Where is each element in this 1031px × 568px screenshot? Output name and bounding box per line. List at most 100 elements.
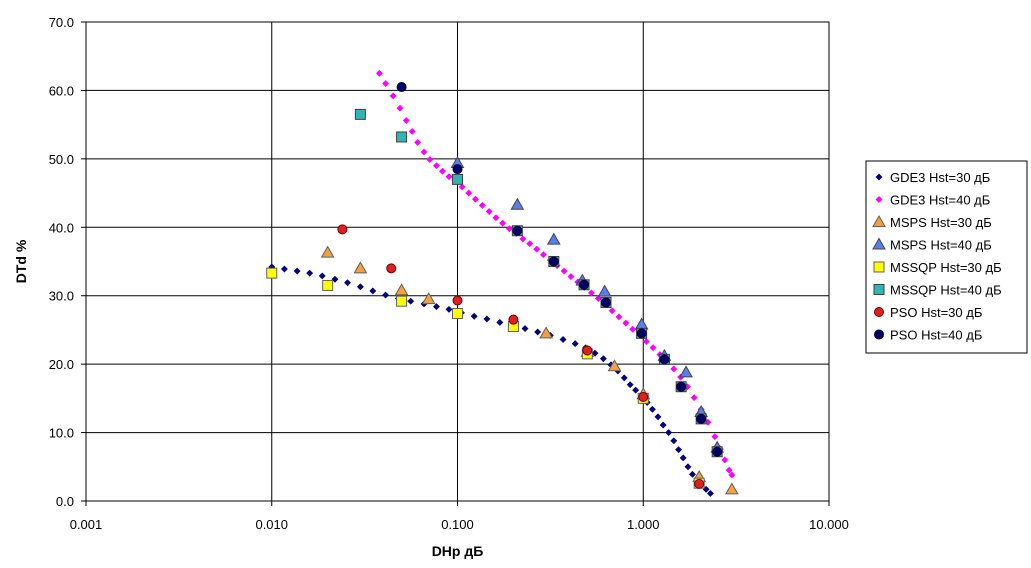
- legend-marker: [874, 307, 884, 317]
- data-point: [670, 365, 678, 373]
- data-point: [706, 489, 714, 498]
- data-point: [696, 413, 707, 424]
- data-point: [492, 214, 500, 222]
- data-point: [725, 466, 733, 474]
- x-tick-label: 0.010: [255, 517, 288, 532]
- data-point: [539, 251, 547, 259]
- data-point: [471, 195, 480, 203]
- y-tick-label: 20.0: [49, 357, 74, 372]
- y-tick-label: 0.0: [56, 494, 74, 509]
- legend-marker: [875, 195, 883, 204]
- data-point: [266, 267, 278, 279]
- data-point: [571, 340, 579, 348]
- data-point: [560, 267, 568, 275]
- data-point: [389, 92, 397, 100]
- y-tick-label: 70.0: [49, 15, 74, 30]
- legend-label: PSO Hst=40 дБ: [890, 328, 982, 343]
- legend-label: MSSQP Hst=30 дБ: [890, 260, 1002, 275]
- data-point: [414, 138, 422, 146]
- legend-marker: [873, 261, 885, 273]
- data-point: [684, 463, 692, 471]
- data-point: [659, 421, 667, 429]
- legend-label: MSPS Hst=30 дБ: [890, 215, 992, 230]
- data-point: [407, 297, 415, 305]
- data-point: [470, 312, 478, 320]
- series-1: [375, 69, 736, 479]
- data-point: [636, 328, 647, 339]
- data-point: [648, 405, 656, 413]
- y-tick-label: 30.0: [49, 289, 74, 304]
- legend-marker: [874, 329, 884, 340]
- data-point: [318, 272, 326, 280]
- data-point: [445, 305, 453, 313]
- data-point: [499, 219, 507, 227]
- data-point: [375, 69, 383, 77]
- legend-marker: [872, 237, 886, 250]
- data-point: [599, 355, 607, 363]
- data-point: [421, 292, 436, 305]
- data-point: [679, 454, 687, 462]
- data-point: [356, 283, 364, 291]
- data-point: [533, 245, 541, 253]
- data-point: [521, 325, 529, 333]
- data-point: [567, 273, 575, 281]
- data-point: [620, 374, 628, 382]
- data-point: [670, 437, 678, 445]
- data-point: [712, 446, 723, 457]
- data-point: [721, 456, 729, 464]
- data-point: [505, 225, 513, 233]
- data-point: [483, 315, 491, 323]
- y-tick-label: 60.0: [49, 83, 74, 98]
- data-point: [539, 326, 553, 339]
- data-point: [306, 269, 314, 277]
- series-4: [266, 267, 705, 489]
- series-layer: [266, 69, 739, 498]
- data-point: [675, 446, 683, 454]
- x-axis: 0.001 0.010 0.100 1.000 10.000: [70, 501, 849, 532]
- data-point: [386, 263, 397, 274]
- data-point: [452, 173, 463, 185]
- data-point: [665, 429, 673, 437]
- data-point: [548, 256, 559, 267]
- data-point: [654, 413, 662, 421]
- data-point: [600, 297, 611, 308]
- data-point: [432, 303, 440, 311]
- data-point: [626, 381, 634, 389]
- data-point: [465, 189, 473, 197]
- x-tick-label: 1.000: [627, 517, 660, 532]
- data-point: [293, 267, 301, 275]
- series-7: [396, 82, 723, 457]
- x-tick-label: 10.000: [809, 517, 849, 532]
- data-point: [582, 345, 593, 356]
- data-point: [725, 482, 739, 495]
- y-tick-label: 40.0: [49, 220, 74, 235]
- data-point: [559, 335, 567, 344]
- x-tick-label: 0.100: [441, 517, 474, 532]
- x-axis-title: DHp дБ: [432, 543, 484, 559]
- x-tick-label: 0.001: [70, 517, 103, 532]
- data-point: [496, 318, 504, 326]
- data-point: [591, 349, 599, 357]
- data-point: [445, 173, 453, 181]
- data-point: [438, 167, 447, 175]
- data-point: [322, 279, 334, 291]
- data-point: [607, 359, 622, 372]
- legend-label: PSO Hst=30 дБ: [890, 305, 982, 320]
- data-point: [452, 308, 463, 320]
- series-0: [268, 263, 714, 498]
- data-point: [344, 279, 352, 287]
- data-point: [534, 328, 542, 336]
- data-point: [331, 275, 339, 283]
- data-point: [638, 391, 649, 402]
- data-point: [369, 287, 377, 295]
- data-point: [526, 240, 534, 248]
- data-point: [649, 344, 657, 352]
- data-point: [396, 104, 404, 112]
- data-point: [579, 279, 590, 290]
- data-point: [622, 319, 630, 327]
- data-point: [711, 433, 719, 441]
- data-point: [690, 394, 698, 402]
- data-point: [508, 314, 519, 325]
- data-point: [615, 313, 623, 321]
